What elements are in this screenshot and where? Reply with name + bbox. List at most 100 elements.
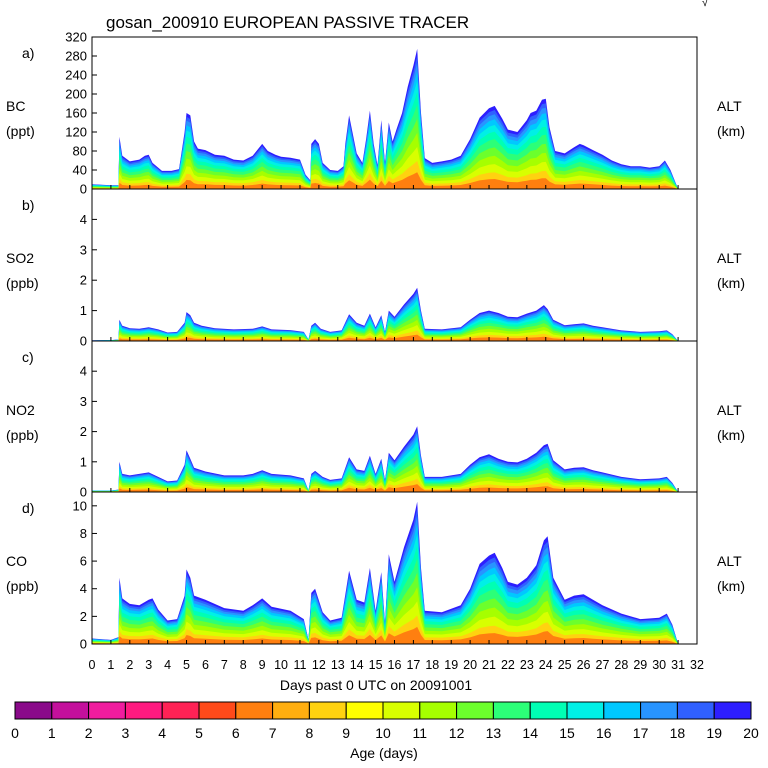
colorbar-tick-label: 8: [306, 725, 314, 741]
colorbar-tick-label: 0: [11, 725, 19, 741]
colorbar-swatch-10: [382, 701, 421, 720]
colorbar-tick-label: 1: [48, 725, 56, 741]
bc-age-band-6: [92, 172, 679, 189]
y-tick-label: 4: [80, 212, 87, 227]
right-axis-label: ALT: [717, 98, 742, 114]
y-tick-label: 0: [80, 182, 87, 197]
x-tick-label: 21: [482, 658, 496, 672]
colorbar-tick-label: 17: [633, 725, 649, 741]
species-label: NO2: [6, 402, 35, 418]
colorbar-tick-label: 6: [232, 725, 240, 741]
y-tick-label: 80: [73, 144, 87, 159]
colorbar-swatch-2: [88, 701, 126, 720]
colorbar-label: Age (days): [350, 745, 418, 761]
x-tick-labels: 0 1 2 3 4 5 6 7 8 9 10 11 12 13 14 15 16 17 18 19 20 21 22 23 24…: [89, 658, 704, 672]
x-tick-label: 22: [501, 658, 515, 672]
y-tick-label: 2: [80, 273, 87, 288]
unit-label: (ppb): [6, 578, 39, 594]
colorbar-swatch-13: [492, 701, 531, 720]
right-axis-unit: (km): [717, 427, 745, 443]
x-tick-label: 29: [633, 658, 647, 672]
x-tick-label: 10: [274, 658, 288, 672]
y-tick-label: 0: [80, 485, 87, 500]
x-tick-label: 31: [671, 658, 685, 672]
colorbar-swatch-7: [272, 701, 310, 720]
x-tick-label: 27: [596, 658, 610, 672]
colorbar-tick-label: 2: [85, 725, 93, 741]
x-tick-label: 32: [690, 658, 704, 672]
y-tick-label: 4: [80, 364, 87, 379]
colorbar-swatch-0: [14, 701, 53, 720]
x-tick-label: 3: [145, 658, 152, 672]
colorbar-swatch-6: [235, 701, 274, 720]
colorbar: 0 1 2 3 4 5 6 7 8 9 10 11 12 13 14 15 16 17 18 19 20: [11, 701, 759, 741]
colorbar-swatch-8: [308, 701, 347, 720]
y-tick-label: 10: [73, 498, 87, 513]
so2-age-band-6: [92, 334, 679, 341]
x-tick-label: 15: [369, 658, 383, 672]
panel-tag: c): [22, 349, 34, 365]
colorbar-swatch-9: [345, 701, 384, 720]
x-axis-label: Days past 0 UTC on 20091001: [280, 677, 472, 693]
no2-age-band-6: [92, 484, 679, 492]
colorbar-swatch-15: [566, 701, 605, 720]
colorbar-tick-label: 20: [743, 725, 759, 741]
colorbar-swatch-19: [713, 701, 752, 720]
unit-label: (ppb): [6, 427, 39, 443]
panel-so2: 0 1 2 3 4 b) SO2 (ppb) ALT (km): [6, 188, 745, 349]
x-tick-label: 5: [183, 658, 190, 672]
x-tick-label: 12: [312, 658, 326, 672]
y-tick-label: 320: [65, 30, 87, 45]
colorbar-tick-label: 4: [158, 725, 166, 741]
x-tick-label: 17: [406, 658, 420, 672]
x-tick-label: 6: [202, 658, 209, 672]
x-tick-label: 26: [577, 658, 591, 672]
x-tick-label: 18: [425, 658, 439, 672]
panel-no2: 0 1 2 3 4 c) NO2 (ppb) ALT (km): [6, 340, 745, 500]
x-tick-label: 13: [331, 658, 345, 672]
colorbar-tick-label: 13: [486, 725, 502, 741]
colorbar-swatch-4: [161, 701, 200, 720]
right-axis-unit: (km): [717, 275, 745, 291]
panel-tag: a): [22, 45, 34, 61]
y-tick-label: 3: [80, 242, 87, 257]
colorbar-tick-label: 15: [559, 725, 575, 741]
x-tick-label: 11: [293, 658, 306, 672]
x-tick-label: 25: [558, 658, 572, 672]
colorbar-tick-label: 14: [522, 725, 538, 741]
colorbar-swatch-12: [456, 701, 494, 720]
panel-tag: b): [22, 197, 34, 213]
co-age-band-6: [92, 626, 679, 644]
y-tick-label: 40: [73, 163, 87, 178]
y-tick-label: 200: [65, 87, 87, 102]
colorbar-tick-label: 18: [670, 725, 686, 741]
x-tick-label: 23: [520, 658, 534, 672]
colorbar-tick-label: 12: [449, 725, 465, 741]
panels-group: 04080120160200240280320a)BC(ppt)ALT(km)0…: [6, 30, 745, 652]
colorbar-swatch-5: [198, 701, 237, 720]
unit-label: (ppt): [6, 123, 35, 139]
panel-bc: 0 40 80 120 160 200 240 280 320 a) BC (ppt) ALT (km): [6, 30, 745, 197]
right-axis-label: ALT: [717, 553, 742, 569]
right-axis-unit: (km): [717, 123, 745, 139]
y-tick-label: 120: [65, 125, 87, 140]
y-tick-label: 0: [80, 637, 87, 652]
right-axis-label: ALT: [717, 250, 742, 266]
chart-title: gosan_200910 EUROPEAN PASSIVE TRACER: [106, 13, 469, 32]
colorbar-swatch-17: [640, 701, 678, 720]
y-tick-label: 4: [80, 581, 87, 596]
colorbar-tick-label: 7: [269, 725, 277, 741]
x-tick-label: 28: [614, 658, 628, 672]
x-tick-label: 0: [89, 658, 96, 672]
x-tick-label: 16: [388, 658, 402, 672]
species-label: CO: [6, 553, 27, 569]
colorbar-swatch-11: [419, 701, 458, 720]
x-tick-label: 19: [444, 658, 458, 672]
colorbar-swatch-16: [603, 701, 642, 720]
y-tick-label: 1: [80, 303, 87, 318]
x-tick-label: 1: [107, 658, 114, 672]
x-tick-label: 20: [463, 658, 477, 672]
right-axis-label: ALT: [717, 402, 742, 418]
colorbar-swatch-1: [51, 701, 90, 720]
x-tick-label: 4: [164, 658, 171, 672]
